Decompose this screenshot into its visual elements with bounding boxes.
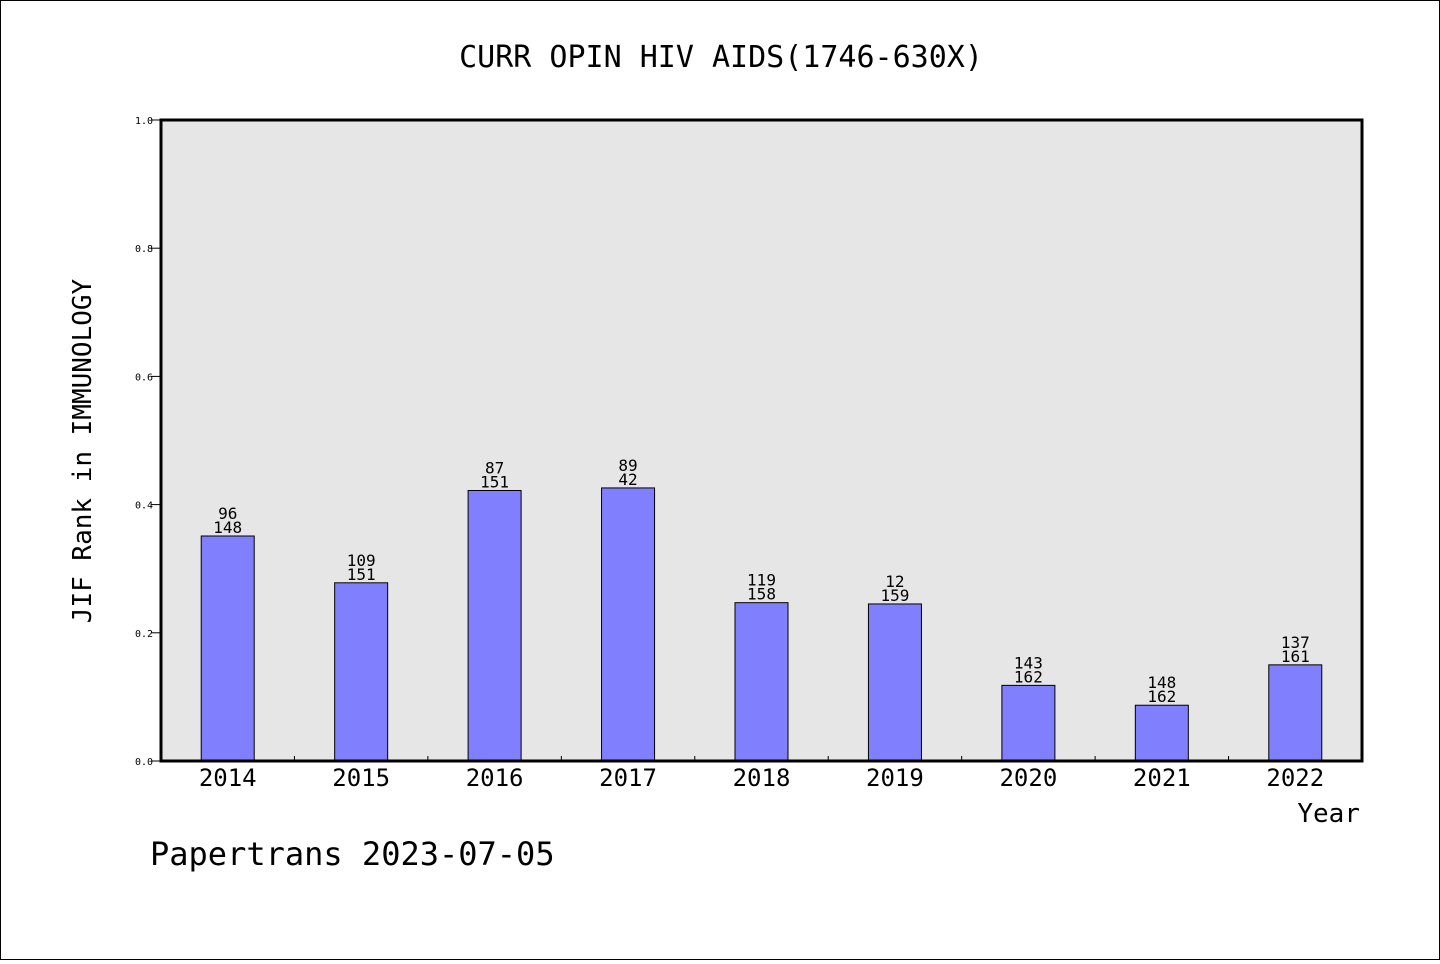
bar-rank-label: 12: [885, 572, 904, 591]
y-tick-label: 0.2: [135, 629, 153, 640]
y-tick-label: 0.6: [135, 372, 153, 383]
x-tick-label: 2018: [733, 764, 791, 792]
bar-rank-label: 137: [1281, 633, 1310, 652]
bar-total-label: 162: [1147, 687, 1176, 706]
footer-text: Papertrans 2023-07-05: [150, 835, 555, 873]
bar-rank-label: 87: [485, 458, 504, 477]
x-axis: 2014 2015 2016 2017 2018 2019 2020 2021 2022: [199, 756, 1324, 792]
x-tick-label: 2020: [999, 764, 1057, 792]
x-axis-label: Year: [1297, 799, 1360, 829]
x-tick-label: 2019: [866, 764, 924, 792]
y-tick-label: 0.4: [135, 501, 153, 512]
x-tick-label: 2017: [599, 764, 657, 792]
x-tick-label: 2016: [466, 764, 524, 792]
bar: [601, 487, 656, 762]
bar: [200, 535, 255, 762]
bar: [467, 489, 522, 762]
y-tick-label: 0.8: [135, 244, 153, 255]
bar-rank-label: 109: [347, 551, 376, 570]
bar: [867, 603, 922, 762]
bar: [1001, 684, 1056, 762]
bar: [1268, 664, 1323, 762]
x-tick-label: 2021: [1133, 764, 1191, 792]
bar-rank-label: 96: [218, 504, 237, 523]
bar: [334, 582, 389, 762]
y-tick-label: 0.0: [135, 757, 153, 768]
bar-total-label: 148: [213, 518, 242, 537]
plot-border: [159, 118, 1364, 763]
bar-total-label: 158: [747, 585, 776, 604]
y-axis-label: JIF Rank in IMMUNOLOGY: [68, 278, 98, 623]
bar-total-label: 151: [347, 565, 376, 584]
y-tick-label: 1.0: [135, 116, 153, 127]
bar-total-label: 151: [480, 472, 509, 491]
bar-total-label: 161: [1281, 647, 1310, 666]
x-tick-label: 2022: [1266, 764, 1324, 792]
y-axis: 0.0 0.2 0.4 0.6 0.8 1.0: [135, 116, 161, 768]
bar-rank-label: 89: [618, 456, 637, 475]
bar: [734, 602, 789, 762]
chart-title: CURR OPIN HIV AIDS(1746-630X): [459, 40, 983, 75]
x-tick-label: 2015: [332, 764, 390, 792]
bar: [1134, 704, 1189, 762]
bar-rank-label: 148: [1147, 673, 1176, 692]
bar-rank-label: 143: [1014, 653, 1043, 672]
bar-rank-label: 119: [747, 571, 776, 590]
x-tick-label: 2014: [199, 764, 257, 792]
bar-total-label: 162: [1014, 667, 1043, 686]
bar-total-label: 42: [618, 470, 637, 489]
bar-total-label: 159: [880, 586, 909, 605]
